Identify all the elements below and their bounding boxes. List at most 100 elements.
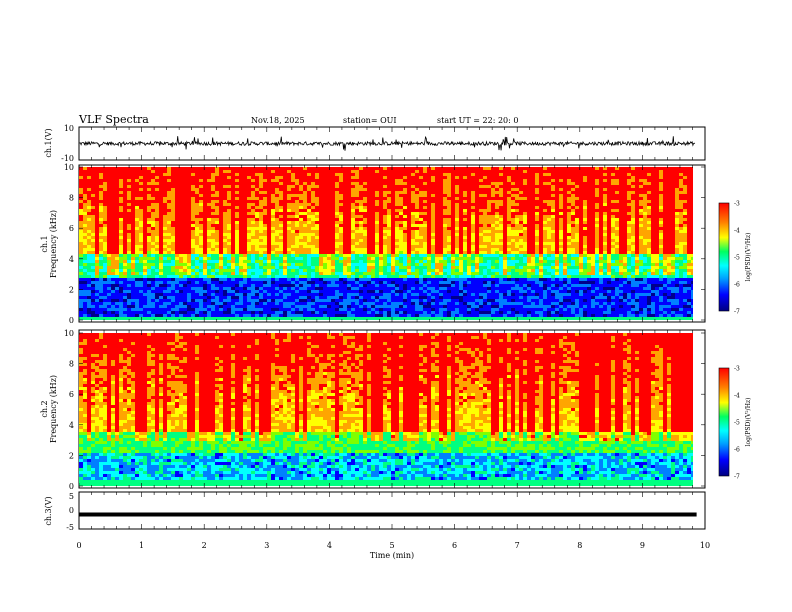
- spectrogram-cell: [239, 269, 243, 272]
- spectrogram-cell: [103, 302, 107, 305]
- spectrogram-cell: [247, 209, 251, 212]
- spectrogram-cell: [303, 236, 307, 239]
- spectrogram-cell: [299, 299, 303, 302]
- spectrogram-cell: [179, 284, 183, 287]
- spectrogram-cell: [235, 218, 239, 221]
- spectrogram-cell: [295, 278, 299, 281]
- spectrogram-cell: [455, 260, 459, 263]
- spectrogram-cell: [123, 308, 127, 311]
- spectrogram-cell: [195, 191, 199, 194]
- spectrogram-cell: [231, 236, 235, 239]
- spectrogram-cell: [147, 215, 151, 218]
- spectrogram-cell: [403, 191, 407, 194]
- spectrogram-cell: [323, 236, 327, 239]
- spectrogram-cell: [439, 248, 443, 251]
- spectrogram-cell: [91, 293, 95, 296]
- spectrogram-cell: [155, 200, 159, 203]
- spectrogram-cell: [155, 167, 159, 170]
- spectrogram-cell: [431, 188, 435, 191]
- spectrogram-cell: [419, 182, 423, 185]
- spectrogram-cell: [279, 299, 283, 302]
- spectrogram-cell: [315, 242, 319, 245]
- spectrogram-cell: [447, 311, 451, 314]
- spectrogram-cell: [383, 311, 387, 314]
- spectrogram-cell: [395, 260, 399, 263]
- spectrogram-cell: [115, 221, 119, 224]
- spectrogram-cell: [163, 212, 167, 215]
- spectrogram-cell: [135, 233, 139, 236]
- spectrogram-cell: [275, 317, 279, 320]
- spectrogram-cell: [239, 191, 243, 194]
- spectrogram-cell: [355, 233, 359, 236]
- spectrogram-cell: [99, 251, 103, 254]
- spectrogram-cell: [243, 239, 247, 242]
- spectrogram-cell: [127, 242, 131, 245]
- spectrogram-cell: [339, 176, 343, 179]
- spectrogram-cell: [283, 245, 287, 248]
- spectrogram-cell: [295, 176, 299, 179]
- spectrogram-cell: [407, 266, 411, 269]
- spectrogram-cell: [187, 176, 191, 179]
- spectrogram-cell: [155, 305, 159, 308]
- spectrogram-cell: [447, 248, 451, 251]
- spectrogram-cell: [319, 248, 323, 251]
- spectrogram-cell: [135, 305, 139, 308]
- spectrogram-cell: [335, 185, 339, 188]
- spectrogram-cell: [95, 236, 99, 239]
- spectrogram-cell: [435, 260, 439, 263]
- spectrogram-cell: [107, 230, 111, 233]
- spectrogram-cell: [403, 209, 407, 212]
- spectrogram-cell: [383, 182, 387, 185]
- spectrogram-cell: [103, 215, 107, 218]
- spectrogram-cell: [311, 200, 315, 203]
- spectrogram-cell: [315, 254, 319, 257]
- spectrogram-cell: [407, 242, 411, 245]
- spectrogram-cell: [383, 287, 387, 290]
- spectrogram-cell: [135, 170, 139, 173]
- spectrogram-cell: [375, 197, 379, 200]
- spectrogram-cell: [87, 308, 91, 311]
- spectrogram-cell: [119, 257, 123, 260]
- spectrogram-cell: [403, 302, 407, 305]
- spectrogram-cell: [387, 206, 391, 209]
- spectrogram-cell: [327, 239, 331, 242]
- spectrogram-cell: [343, 215, 347, 218]
- spectrogram-cell: [307, 209, 311, 212]
- spectrogram-cell: [291, 230, 295, 233]
- spectrogram-cell: [431, 230, 435, 233]
- spectrogram-cell: [215, 230, 219, 233]
- spectrogram-cell: [343, 176, 347, 179]
- spectrogram-cell: [419, 224, 423, 227]
- spectrogram-cell: [419, 296, 423, 299]
- spectrogram-cell: [319, 185, 323, 188]
- spectrogram-cell: [323, 239, 327, 242]
- spectrogram-cell: [303, 257, 307, 260]
- spectrogram-cell: [243, 299, 247, 302]
- spectrogram-cell: [211, 185, 215, 188]
- spectrogram-cell: [159, 200, 163, 203]
- spectrogram-cell: [427, 191, 431, 194]
- spectrogram-cell: [99, 224, 103, 227]
- spectrogram-cell: [455, 239, 459, 242]
- spectrogram-cell: [403, 203, 407, 206]
- spectrogram-cell: [283, 197, 287, 200]
- spectrogram-cell: [287, 176, 291, 179]
- spectrogram-cell: [291, 290, 295, 293]
- spectrogram-cell: [371, 224, 375, 227]
- spectrogram-cell: [91, 314, 95, 317]
- spectrogram-cell: [187, 293, 191, 296]
- spectrogram-cell: [223, 260, 227, 263]
- spectrogram-cell: [131, 221, 135, 224]
- spectrogram-cell: [91, 200, 95, 203]
- spectrogram-cell: [215, 311, 219, 314]
- spectrogram-cell: [439, 218, 443, 221]
- spectrogram-cell: [395, 290, 399, 293]
- spectrogram-cell: [115, 212, 119, 215]
- spectrogram-cell: [151, 197, 155, 200]
- spectrogram-cell: [367, 290, 371, 293]
- spectrogram-cell: [279, 311, 283, 314]
- spectrogram-cell: [415, 173, 419, 176]
- spectrogram-cell: [123, 287, 127, 290]
- spectrogram-cell: [263, 257, 267, 260]
- spectrogram-cell: [315, 206, 319, 209]
